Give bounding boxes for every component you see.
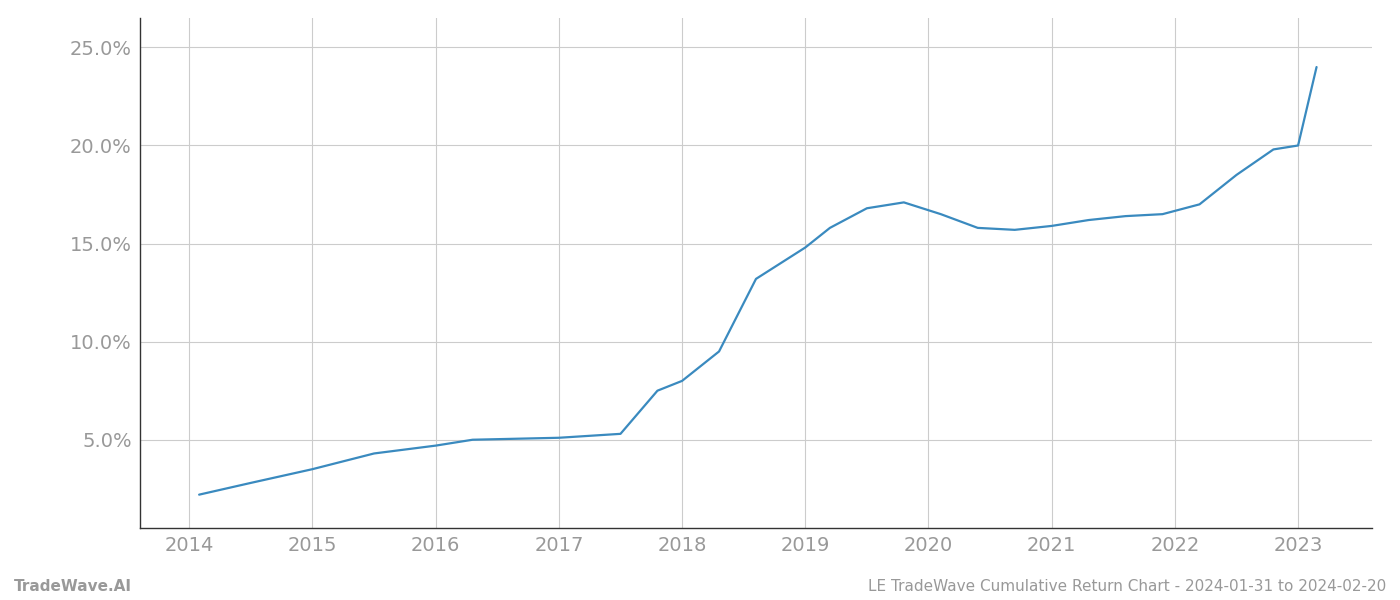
Text: TradeWave.AI: TradeWave.AI bbox=[14, 579, 132, 594]
Text: LE TradeWave Cumulative Return Chart - 2024-01-31 to 2024-02-20: LE TradeWave Cumulative Return Chart - 2… bbox=[868, 579, 1386, 594]
